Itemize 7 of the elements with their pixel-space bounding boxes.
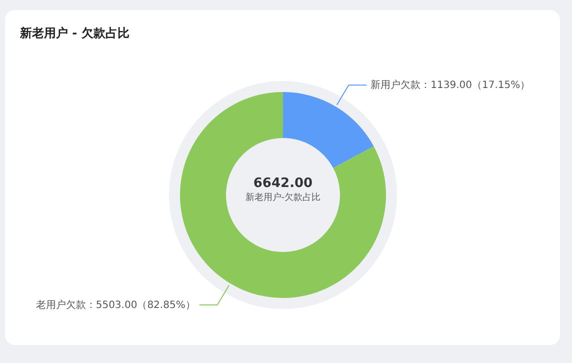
slice-label: 新用户欠款：1139.00（17.15%） [370,79,530,92]
donut-slice [180,92,386,298]
chart-title: 新老用户 - 欠款占比 [19,26,130,40]
text: 6642.00 [253,176,313,191]
text: 新老用户-欠款占比 [245,192,321,203]
slice-label: 老用户欠款：5503.00（82.85%） [36,298,196,311]
donut-slice [283,92,374,168]
